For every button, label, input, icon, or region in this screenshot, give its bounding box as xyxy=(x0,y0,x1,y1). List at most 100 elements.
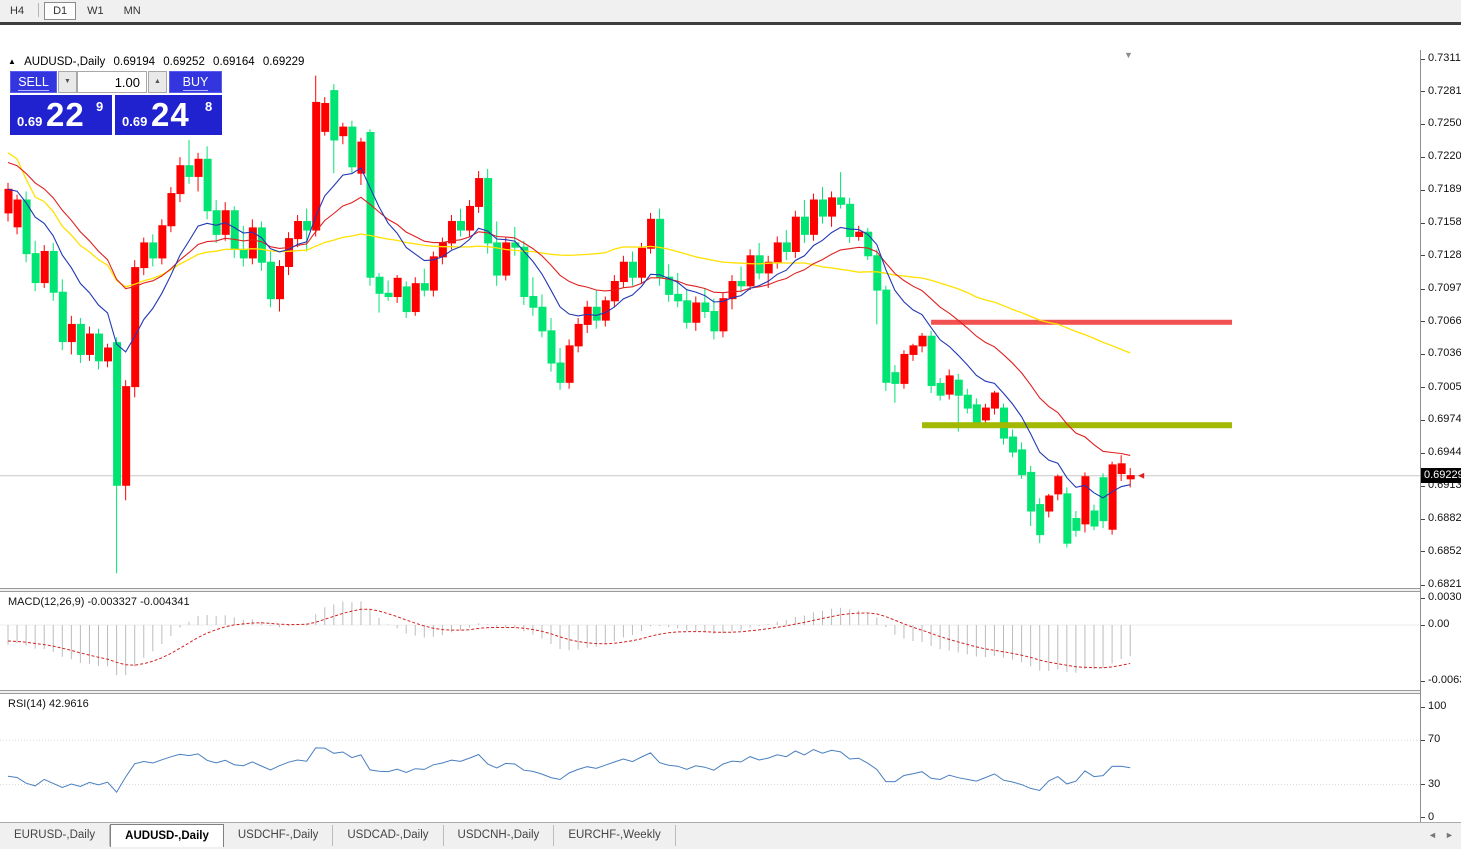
timeframe-button-h4[interactable]: H4 xyxy=(10,5,25,17)
price-axis-label: 0.68825 xyxy=(1428,512,1461,524)
price-axis-tick xyxy=(1421,452,1425,454)
volume-increase-button[interactable]: ▲ xyxy=(148,71,167,93)
price-axis-tick xyxy=(1421,156,1425,158)
chevron-down-icon: ▼ xyxy=(64,78,71,85)
chart-tab-bar: EURUSD-,Daily AUDUSD-,Daily USDCHF-,Daily U… xyxy=(0,822,1461,849)
macd-histogram xyxy=(7,601,1131,676)
sell-price-big: 22 xyxy=(46,96,85,133)
chart-tab-audusd-daily[interactable]: AUDUSD-,Daily xyxy=(110,824,224,847)
timeframe-button-mn[interactable]: MN xyxy=(123,5,141,17)
sell-button-label: SELL xyxy=(18,75,49,91)
buy-price-small: 0.69 xyxy=(122,114,148,129)
hline-resistance[interactable] xyxy=(931,319,1232,325)
macd-axis-tick xyxy=(1421,624,1425,626)
price-axis-tick xyxy=(1421,123,1425,125)
buy-price-sup: 8 xyxy=(205,99,213,114)
price-axis-tick xyxy=(1421,189,1425,191)
ohlc-low: 0.69164 xyxy=(213,56,255,68)
current-price-tag: 0.69229 xyxy=(1421,467,1461,483)
window-frame-band xyxy=(0,22,1461,25)
buy-button[interactable]: BUY xyxy=(169,71,222,93)
price-axis-tick xyxy=(1421,485,1425,487)
price-axis-tick xyxy=(1421,584,1425,586)
one-click-trading-widget: SELL ▼ ▲ BUY 0.69 22 9 0.69 24 8 xyxy=(10,69,222,135)
tab-scroll-left-icon[interactable]: ◄ xyxy=(1428,830,1437,840)
buy-button-label: BUY xyxy=(182,75,209,91)
buy-price-button[interactable]: 0.69 24 8 xyxy=(115,95,222,135)
price-axis-tick xyxy=(1421,91,1425,93)
chart-title: ▲ AUDUSD-,Daily 0.69194 0.69252 0.69164 … xyxy=(8,56,304,68)
chart-shift-marker-icon[interactable]: ▼ xyxy=(1124,50,1133,60)
price-axis-tick xyxy=(1421,419,1425,421)
ohlc-high: 0.69252 xyxy=(163,56,205,68)
timeframe-button-w1[interactable]: W1 xyxy=(87,5,104,17)
rsi-axis-tick xyxy=(1421,706,1425,708)
candles xyxy=(4,75,1135,574)
chart-tab-usdcad-daily[interactable]: USDCAD-,Daily xyxy=(333,825,444,846)
chart-tab-usdchf-daily[interactable]: USDCHF-,Daily xyxy=(224,825,334,846)
timeframe-button-d1[interactable]: D1 xyxy=(44,2,77,20)
macd-title: MACD(12,26,9) -0.003327 -0.004341 xyxy=(8,596,190,608)
rsi-axis-tick xyxy=(1421,739,1425,741)
macd-axis-tick xyxy=(1421,680,1425,682)
macd-axis-label: 0.003035 xyxy=(1428,591,1461,603)
volume-decrease-button[interactable]: ▼ xyxy=(58,71,77,93)
price-axis-tick xyxy=(1421,321,1425,323)
price-axis-border xyxy=(1420,50,1421,847)
panel-splitter-macd[interactable] xyxy=(0,588,1421,592)
rsi-axis-label: 100 xyxy=(1428,700,1447,712)
price-axis-label: 0.72505 xyxy=(1428,117,1461,130)
hline-support[interactable] xyxy=(922,422,1232,429)
volume-input[interactable] xyxy=(77,71,147,93)
symbol-arrow-icon: ▲ xyxy=(8,57,16,66)
price-axis-tick xyxy=(1421,255,1425,257)
sell-price-small: 0.69 xyxy=(17,114,43,129)
sell-price-sup: 9 xyxy=(96,99,104,114)
rsi-title: RSI(14) 42.9616 xyxy=(8,698,89,710)
last-price-arrow-icon xyxy=(1138,472,1145,479)
macd-axis-tick xyxy=(1421,597,1425,599)
price-axis-tick xyxy=(1421,58,1425,60)
rsi-axis-tick xyxy=(1421,817,1425,819)
buy-price-big: 24 xyxy=(151,96,190,133)
macd-axis-label: 0.00 xyxy=(1428,618,1450,630)
tab-scroll-right-icon[interactable]: ► xyxy=(1445,830,1454,840)
chart-tab-usdcnh-daily[interactable]: USDCNH-,Daily xyxy=(444,825,555,846)
rsi-indicator-chart[interactable] xyxy=(0,694,1420,825)
price-axis-tick xyxy=(1421,387,1425,389)
rsi-axis-label: 70 xyxy=(1428,733,1441,746)
panel-splitter-rsi[interactable] xyxy=(0,690,1421,694)
price-axis-label: 0.69745 xyxy=(1428,413,1461,426)
macd-axis-label: -0.006311 xyxy=(1428,674,1461,687)
chart-tab-eurusd-daily[interactable]: EURUSD-,Daily xyxy=(0,825,111,846)
chart-tab-eurchf-weekly[interactable]: EURCHF-,Weekly xyxy=(554,825,676,846)
price-axis-tick xyxy=(1421,222,1425,224)
ohlc-open: 0.69194 xyxy=(113,56,156,68)
price-axis-label: 0.70665 xyxy=(1428,314,1461,327)
sell-price-button[interactable]: 0.69 22 9 xyxy=(10,95,112,135)
chevron-up-icon: ▲ xyxy=(154,78,161,85)
candlestick-chart[interactable] xyxy=(0,51,1420,588)
macd-indicator-chart[interactable] xyxy=(0,592,1420,689)
sell-button[interactable]: SELL xyxy=(10,71,57,93)
price-axis-label: 0.71585 xyxy=(1428,216,1461,229)
price-axis-tick xyxy=(1421,288,1425,290)
rsi-axis-label: 0 xyxy=(1428,810,1435,823)
timeframe-toolbar: H4 D1 W1 MN xyxy=(0,0,1461,22)
price-axis-label: 0.73115 xyxy=(1428,52,1461,64)
ohlc-close: 0.69229 xyxy=(262,56,305,68)
toolbar-separator xyxy=(38,2,40,17)
price-axis-tick xyxy=(1421,353,1425,355)
chart-area: ▲ AUDUSD-,Daily 0.69194 0.69252 0.69164 … xyxy=(0,25,1461,847)
price-axis-tick xyxy=(1421,551,1425,553)
